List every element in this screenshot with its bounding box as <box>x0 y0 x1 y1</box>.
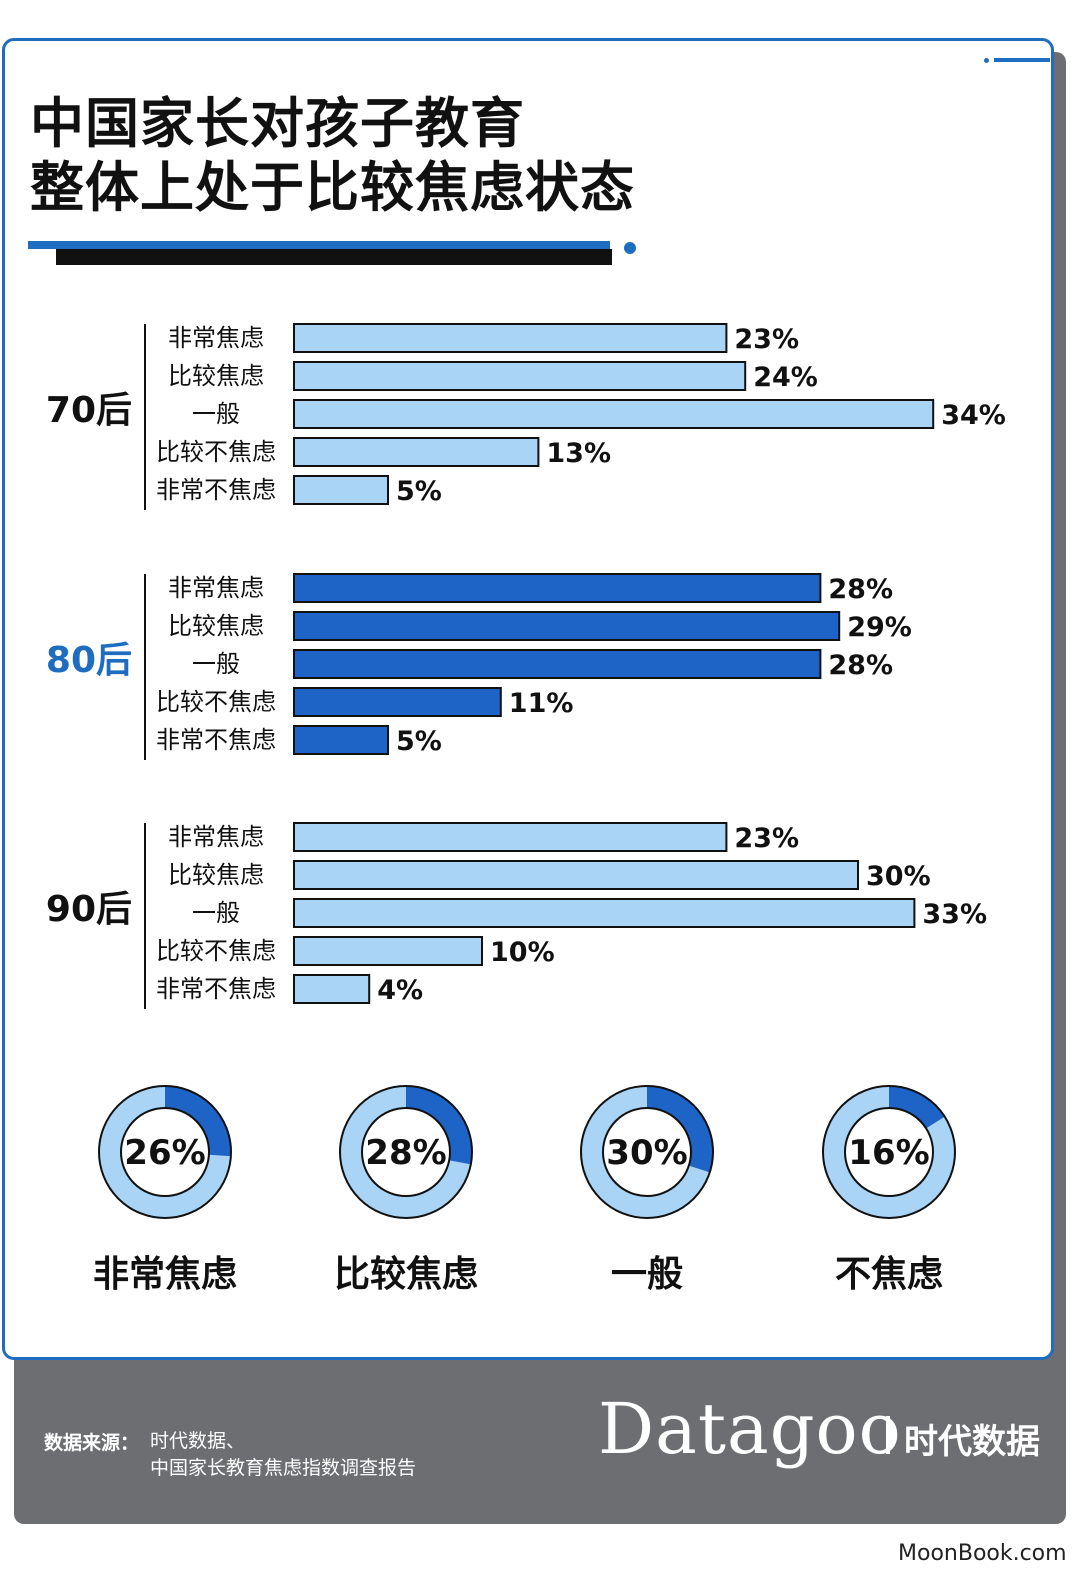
donut-category-label: 不焦虑 <box>835 1254 943 1295</box>
bar-value-label: 29% <box>847 612 912 643</box>
donut-percent-label: 28% <box>365 1133 446 1173</box>
category-label: 比较不焦虑 <box>156 688 276 716</box>
source-line-2: 中国家长教育焦虑指数调查报告 <box>150 1457 417 1479</box>
bar <box>293 936 483 966</box>
category-label: 非常不焦虑 <box>156 726 276 754</box>
donut-inner-border <box>361 1107 451 1197</box>
category-label: 非常焦虑 <box>168 823 264 851</box>
category-label: 非常不焦虑 <box>156 975 276 1003</box>
page-title: 中国家长对孩子教育 整体上处于比较焦虑状态 <box>30 92 750 220</box>
brand-chinese-name: 时代数据 <box>904 1422 1040 1462</box>
bar <box>293 437 540 467</box>
brand-logo-text: Datagoo <box>598 1388 902 1470</box>
donut-percent-label: 30% <box>606 1133 687 1173</box>
donut-slice <box>165 1086 231 1157</box>
donut-outer-border <box>580 1085 714 1219</box>
category-label: 非常焦虑 <box>168 574 264 602</box>
category-label: 一般 <box>192 899 240 927</box>
donut-category-label: 一般 <box>611 1254 683 1295</box>
category-label: 非常不焦虑 <box>156 476 276 504</box>
donut-inner-border <box>844 1107 934 1197</box>
title-underline-black <box>56 249 612 265</box>
title-underline-blue <box>28 241 610 249</box>
bar-value-label: 13% <box>546 438 611 469</box>
category-label: 比较不焦虑 <box>156 438 276 466</box>
bar-value-label: 24% <box>753 362 818 393</box>
donut-charts: 26% 非常焦虑 28% 比较焦虑 30% 一般 16% 不焦虑 <box>93 1085 956 1295</box>
bar-value-label: 34% <box>941 400 1006 431</box>
group-label: 90后 <box>46 889 132 930</box>
source-text: 时代数据、 中国家长教育焦虑指数调查报告 <box>150 1428 416 1482</box>
bar-value-label: 33% <box>922 899 987 930</box>
bar <box>293 475 389 505</box>
group-label: 70后 <box>46 390 132 431</box>
source-line-1: 时代数据、 <box>150 1430 246 1452</box>
bar-value-label: 23% <box>734 324 799 355</box>
category-label: 非常焦虑 <box>168 324 264 352</box>
title-line-1: 中国家长对孩子教育 <box>30 92 525 155</box>
bar <box>293 611 841 641</box>
bar <box>293 725 389 755</box>
bar-value-label: 5% <box>396 726 442 757</box>
donut-inner-border <box>120 1107 210 1197</box>
bar-value-label: 11% <box>509 688 574 719</box>
bar-value-label: 23% <box>734 823 799 854</box>
bar-value-label: 4% <box>377 975 423 1006</box>
category-label: 一般 <box>192 650 240 678</box>
bar <box>293 974 371 1004</box>
title-line-2: 整体上处于比较焦虑状态 <box>30 156 635 219</box>
bar <box>293 687 502 717</box>
corner-decoration-line <box>994 58 1050 62</box>
bar <box>293 649 822 679</box>
category-label: 比较焦虑 <box>168 861 264 889</box>
donut-category-label: 非常焦虑 <box>93 1254 237 1295</box>
donut-slice <box>406 1086 472 1165</box>
bar <box>293 860 859 890</box>
donut-outer-border <box>822 1085 956 1219</box>
donut-percent-label: 26% <box>124 1133 205 1173</box>
bar-value-label: 10% <box>490 937 555 968</box>
bar-value-label: 5% <box>396 476 442 507</box>
watermark-text: MoonBook.com <box>898 1541 1067 1566</box>
bar <box>293 361 747 391</box>
category-label: 比较焦虑 <box>168 612 264 640</box>
donut-category-label: 比较焦虑 <box>334 1254 478 1295</box>
donut-inner-border <box>602 1107 692 1197</box>
corner-decoration-dot <box>984 58 989 63</box>
donut-slice <box>647 1086 713 1173</box>
bar <box>293 898 916 928</box>
group-label: 80后 <box>46 640 132 681</box>
donut-outer-border <box>339 1085 473 1219</box>
category-label: 比较不焦虑 <box>156 937 276 965</box>
bar <box>293 822 728 852</box>
bar <box>293 399 935 429</box>
donut-slice <box>889 1086 945 1129</box>
donut-percent-label: 16% <box>848 1133 929 1173</box>
bar-value-label: 30% <box>866 861 931 892</box>
brand-divider <box>886 1416 890 1454</box>
title-underline-dot <box>624 242 636 254</box>
bar-value-label: 28% <box>828 574 893 605</box>
category-label: 比较焦虑 <box>168 362 264 390</box>
source-label: 数据来源： <box>44 1432 140 1454</box>
bar <box>293 573 822 603</box>
category-label: 一般 <box>192 400 240 428</box>
bar-value-label: 28% <box>828 650 893 681</box>
bar <box>293 323 728 353</box>
donut-outer-border <box>98 1085 232 1219</box>
